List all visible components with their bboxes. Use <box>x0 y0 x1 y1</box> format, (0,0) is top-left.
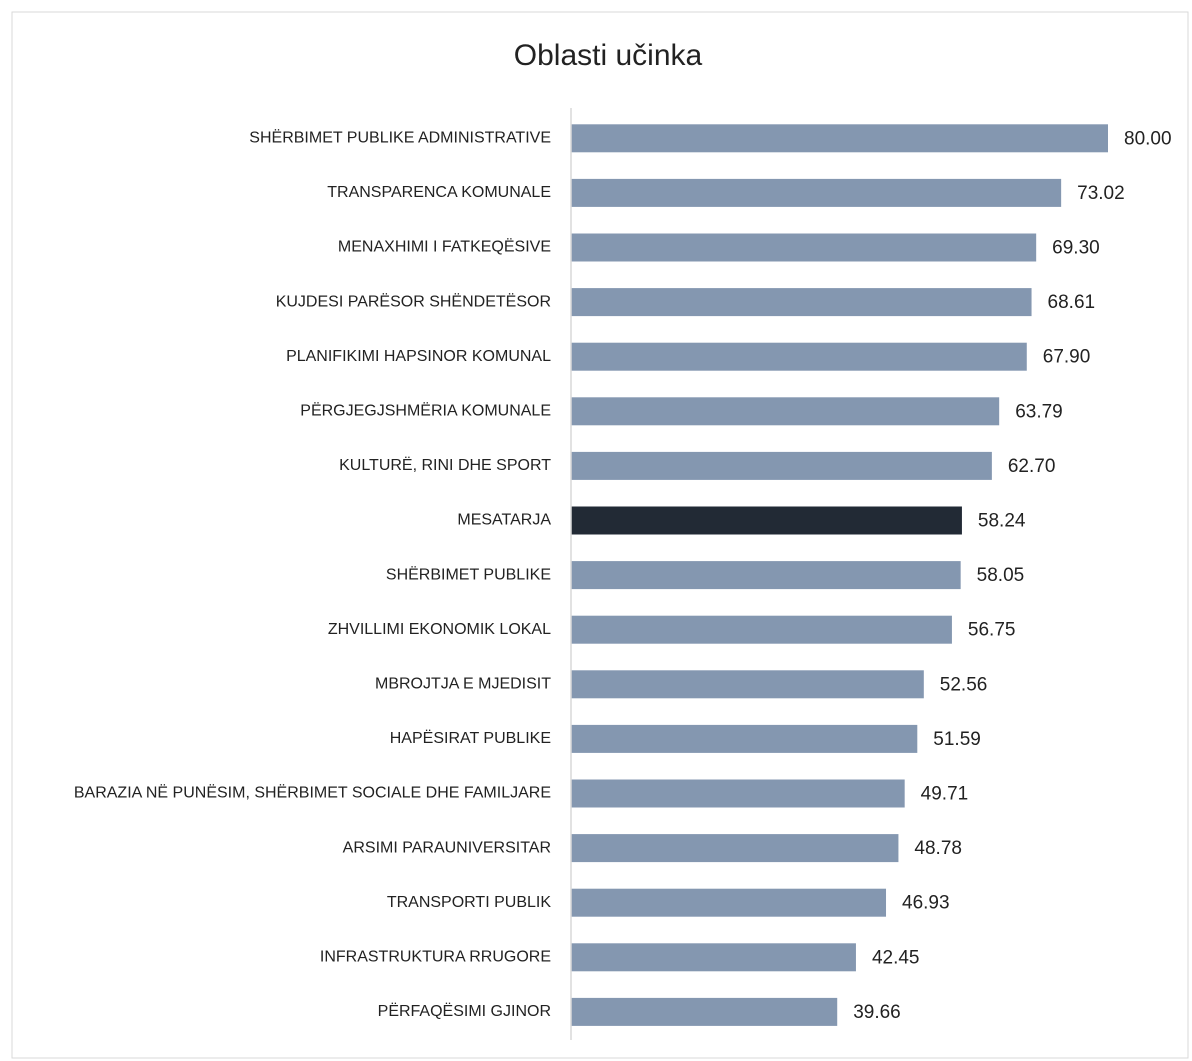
bar <box>571 997 838 1026</box>
value-label: 58.24 <box>978 511 1026 532</box>
bar <box>571 834 899 863</box>
category-label: TRANSPORTI PUBLIK <box>387 894 552 911</box>
category-label: KUJDESI PARËSOR SHËNDETËSOR <box>276 292 551 310</box>
value-label: 67.90 <box>1043 347 1091 368</box>
value-label: 56.75 <box>968 620 1016 641</box>
bar <box>571 397 1000 426</box>
bar <box>571 615 952 644</box>
bar <box>571 724 918 753</box>
category-label: SHËRBIMET PUBLIKE ADMINISTRATIVE <box>249 129 551 147</box>
value-label: 73.02 <box>1077 183 1125 204</box>
value-label: 51.59 <box>933 729 981 750</box>
category-label: BARAZIA NË PUNËSIM, SHËRBIMET SOCIALE DH… <box>74 784 551 802</box>
category-label: MENAXHIMI I FATKEQËSIVE <box>338 238 551 256</box>
category-label: INFRASTRUKTURA RRUGORE <box>320 949 551 966</box>
category-label: KULTURË, RINI DHE SPORT <box>339 456 551 474</box>
value-label: 62.70 <box>1008 456 1056 477</box>
category-label: PËRGJEGJSHMËRIA KOMUNALE <box>300 402 551 420</box>
value-label: 68.61 <box>1048 292 1096 313</box>
bar <box>571 670 924 699</box>
bar <box>571 779 905 808</box>
value-label: 69.30 <box>1052 238 1100 259</box>
category-label: PLANIFIKIMI HAPSINOR KOMUNAL <box>286 348 551 365</box>
category-label: TRANSPARENCA KOMUNALE <box>327 184 551 201</box>
category-label: SHËRBIMET PUBLIKE <box>386 565 551 583</box>
chart-title: Oblasti učinka <box>514 39 703 72</box>
bar <box>571 506 962 535</box>
bar <box>571 124 1108 153</box>
bar <box>571 288 1032 317</box>
bar <box>571 178 1062 207</box>
category-label: MESATARJA <box>457 512 551 529</box>
value-label: 48.78 <box>914 838 962 859</box>
value-label: 80.00 <box>1124 128 1172 149</box>
bar <box>571 888 887 917</box>
value-label: 58.05 <box>977 565 1025 586</box>
value-label: 42.45 <box>872 947 920 968</box>
value-label: 46.93 <box>902 893 950 914</box>
value-label: 49.71 <box>921 784 969 805</box>
category-label: HAPËSIRAT PUBLIKE <box>390 729 551 747</box>
bar <box>571 451 992 480</box>
value-label: 39.66 <box>853 1002 901 1023</box>
category-label: PËRFAQËSIMI GJINOR <box>378 1002 551 1020</box>
bar <box>571 561 961 590</box>
value-label: 63.79 <box>1015 401 1063 422</box>
bar <box>571 233 1037 262</box>
category-label: ARSIMI PARAUNIVERSITAR <box>343 839 551 856</box>
value-label: 52.56 <box>940 674 988 695</box>
bar <box>571 943 856 972</box>
category-label: ZHVILLIMI EKONOMIK LOKAL <box>328 621 551 638</box>
bar <box>571 342 1027 371</box>
category-label: MBROJTJA E MJEDISIT <box>375 676 551 693</box>
